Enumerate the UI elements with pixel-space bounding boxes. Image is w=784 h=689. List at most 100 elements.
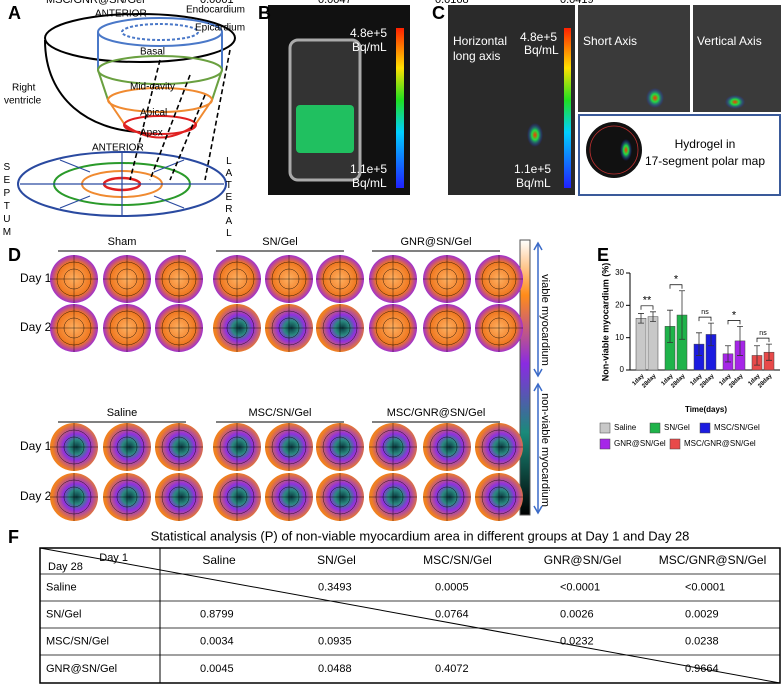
legend-label: MSC/GNR@SN/Gel — [684, 439, 756, 448]
polar-map — [586, 122, 642, 178]
anatomy-label: SEPTUM — [1, 162, 12, 240]
significance-label: ns — [701, 309, 709, 316]
column-header: Saline — [202, 553, 236, 567]
group-label: Saline — [107, 407, 138, 419]
scale-unit: Bq/mL — [352, 176, 387, 190]
legend-label: MSC/SN/Gel — [714, 423, 760, 432]
scale-max: 4.8e+5 — [520, 30, 557, 44]
p-value: 0.0026 — [560, 608, 594, 620]
polar-spokes — [265, 423, 313, 471]
polar-spokes — [103, 423, 151, 471]
polar-spokes — [155, 255, 203, 303]
polar-spokes — [423, 423, 471, 471]
polar-spokes — [50, 423, 98, 471]
p-value: 0.0488 — [318, 663, 352, 675]
polar-label: Hydrogel in — [675, 137, 736, 151]
p-value: 0.0045 — [200, 663, 234, 675]
polar-spokes — [316, 423, 364, 471]
signal — [527, 123, 543, 147]
anatomy-label: ANTERIOR — [92, 143, 144, 154]
polar-spokes — [213, 473, 261, 521]
polar-spokes — [316, 304, 364, 352]
p-value: 0.8799 — [200, 608, 234, 620]
y-tick-label: 30 — [615, 268, 624, 277]
row-header: Saline — [46, 581, 77, 593]
polar-spokes — [475, 304, 523, 352]
scale-min: 1.1e+5 — [514, 162, 551, 176]
significance-bracket — [756, 337, 770, 343]
x-axis-title: Time(days) — [685, 405, 727, 414]
view-label: Horizontal — [453, 34, 507, 48]
polar-spokes — [50, 473, 98, 521]
y-tick-label: 10 — [615, 333, 624, 342]
polar-spokes — [265, 473, 313, 521]
ct-vertical — [693, 5, 781, 112]
x-tick-label: 28day — [641, 373, 658, 390]
group-label: SN/Gel — [262, 236, 297, 248]
p-value: 0.0232 — [560, 635, 594, 647]
error-bar — [754, 345, 760, 366]
row-header: MSC/GNR@SN/Gel — [46, 0, 145, 6]
significance-bracket — [669, 284, 683, 289]
polar-spokes — [475, 423, 523, 471]
p-value: <0.0001 — [685, 581, 725, 593]
row-label: Day 28 — [20, 320, 58, 334]
polar-spokes — [155, 473, 203, 521]
x-tick-label: 28day — [757, 373, 774, 390]
polar-spokes — [369, 423, 417, 471]
p-value: 0.0029 — [685, 608, 719, 620]
anatomy-label: Right — [12, 83, 36, 94]
significance-label: * — [732, 309, 737, 321]
legend-swatch — [699, 422, 711, 434]
scale-arrowheads — [533, 241, 543, 515]
legend-swatch — [669, 438, 681, 450]
panel-label: F — [8, 527, 19, 547]
error-bar — [696, 332, 702, 356]
scale-unit: Bq/mL — [524, 43, 559, 57]
significance-bracket — [727, 320, 741, 325]
table-diagonal — [39, 547, 781, 684]
row-label: Day 1 — [20, 271, 52, 285]
polar-spokes — [265, 304, 313, 352]
scale-unit: Bq/mL — [352, 40, 387, 54]
legend-label: Saline — [614, 423, 637, 432]
polar-spokes — [50, 255, 98, 303]
column-header: GNR@SN/Gel — [544, 553, 622, 567]
p-value: 0.0047 — [318, 0, 352, 6]
error-bar — [638, 313, 644, 324]
p-value: 0.0238 — [685, 635, 719, 647]
p-value: 0.0168 — [435, 0, 469, 6]
polar-spokes — [50, 304, 98, 352]
p-value: 0.3493 — [318, 581, 352, 593]
column-header: MSC/GNR@SN/Gel — [659, 553, 767, 567]
row-header: SN/Gel — [46, 608, 81, 620]
polar-spokes — [265, 255, 313, 303]
table-border — [39, 547, 781, 684]
panel-label: E — [597, 245, 609, 265]
polar-spokes — [155, 304, 203, 352]
signal — [620, 139, 632, 161]
legend-label: SN/Gel — [664, 423, 690, 432]
p-value: 0.9664 — [685, 663, 719, 675]
panel-label: C — [432, 3, 445, 23]
scale-min: 1.1e+5 — [350, 162, 387, 176]
color-scale — [396, 28, 404, 188]
column-header: MSC/SN/Gel — [423, 553, 492, 567]
y-tick-label: 0 — [620, 365, 625, 374]
ct-short — [578, 5, 690, 112]
significance-bracket — [698, 316, 712, 322]
significance-label: * — [674, 274, 679, 286]
polar-spokes — [155, 423, 203, 471]
x-tick-label: 28day — [699, 373, 716, 390]
polar-spokes — [213, 255, 261, 303]
polar-spokes — [369, 255, 417, 303]
corner-label: Day 28 — [48, 561, 83, 573]
polar-spokes — [316, 473, 364, 521]
anatomy-label: Epicardium — [195, 23, 245, 34]
error-bar — [766, 343, 772, 361]
anatomy-label: ANTERIOR — [95, 9, 147, 20]
hydrogel-signal — [296, 105, 354, 153]
polar-spokes — [475, 255, 523, 303]
y-tick-label: 20 — [615, 300, 624, 309]
